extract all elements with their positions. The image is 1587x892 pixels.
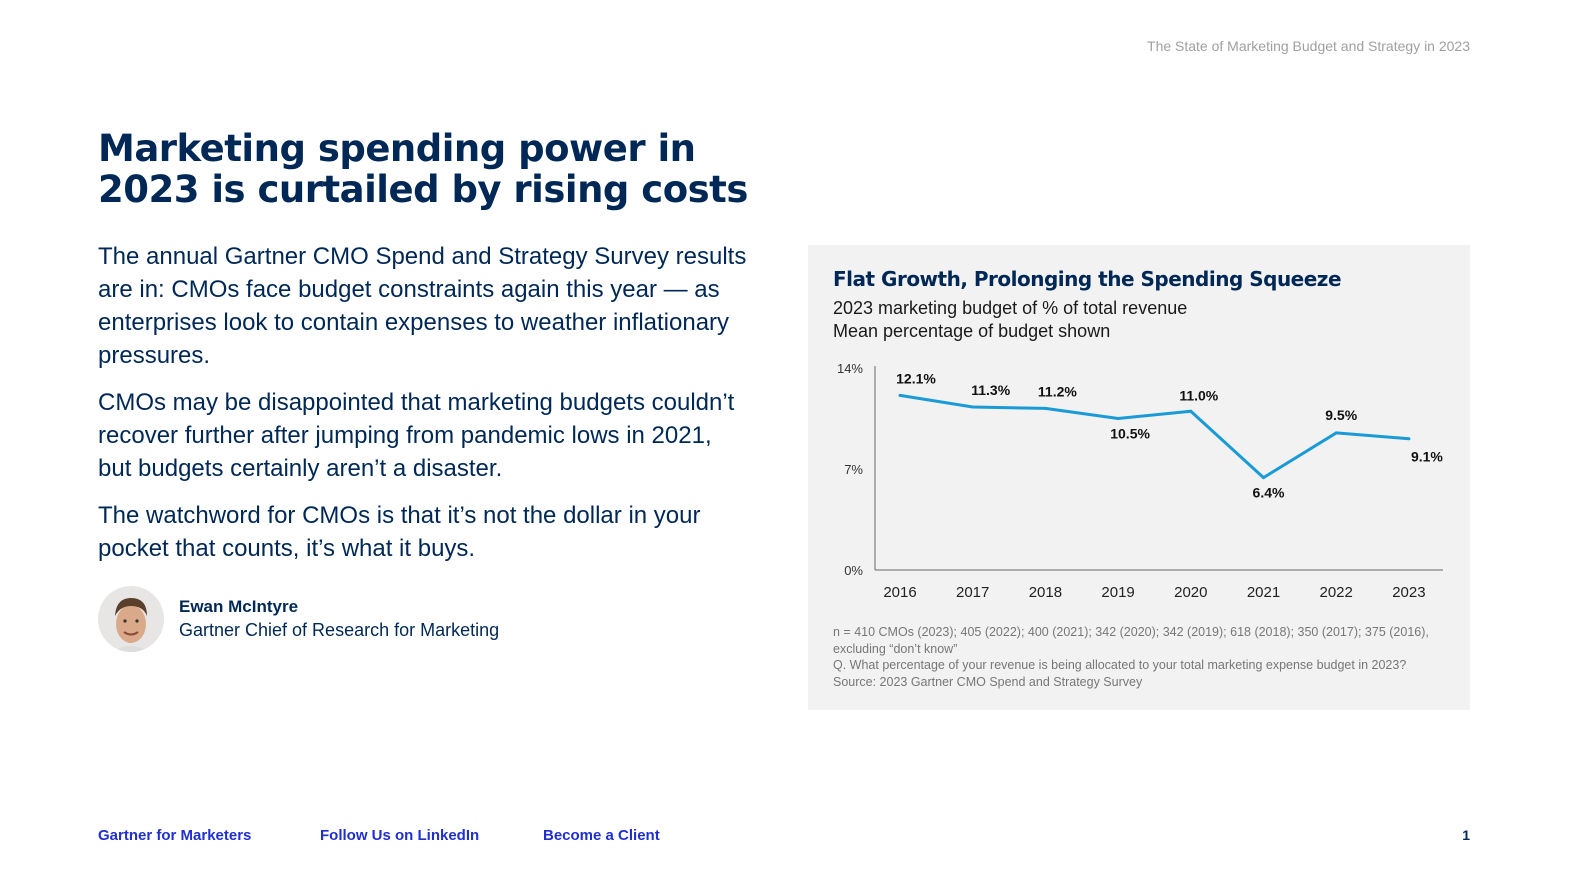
- chart-subtitle-line: 2023 marketing budget of % of total reve…: [833, 298, 1188, 318]
- linkedin-link[interactable]: Follow Us on LinkedIn: [320, 827, 480, 844]
- x-tick-label: 2018: [1029, 584, 1062, 601]
- x-tick-label: 2023: [1392, 584, 1425, 601]
- x-tick-label: 2021: [1247, 584, 1280, 601]
- x-tick-label: 2017: [956, 584, 989, 601]
- paragraph: The annual Gartner CMO Spend and Strateg…: [98, 243, 747, 369]
- data-label: 9.5%: [1325, 407, 1357, 423]
- data-point: [1116, 417, 1120, 420]
- body-text: The annual Gartner CMO Spend and Strateg…: [98, 240, 748, 579]
- question-note: Q. What percentage of your revenue is be…: [833, 658, 1407, 672]
- series-line: [899, 393, 1410, 480]
- x-tick-label: 2016: [883, 584, 916, 601]
- data-point: [1043, 406, 1047, 410]
- page-number: 1: [1462, 827, 1470, 843]
- y-tick-label: 0%: [844, 563, 863, 578]
- data-label: 11.2%: [1038, 383, 1077, 399]
- data-point: [1262, 476, 1265, 480]
- data-point: [1407, 437, 1411, 441]
- data-point: [898, 393, 902, 397]
- data-point: [971, 405, 975, 409]
- y-tick-label: 14%: [837, 361, 863, 376]
- paragraph: The watchword for CMOs is that it’s not …: [98, 502, 701, 562]
- source-note: Source: 2023 Gartner CMO Spend and Strat…: [833, 674, 1143, 689]
- chart-subtitle: 2023 marketing budget of % of total reve…: [833, 297, 1187, 343]
- avatar: [98, 586, 164, 652]
- author-name: Ewan McIntyre: [179, 597, 299, 616]
- data-label: 11.0%: [1179, 387, 1218, 403]
- document-title: The State of Marketing Budget and Strate…: [1147, 38, 1470, 54]
- gartner-for-marketers-link[interactable]: Gartner for Marketers: [98, 827, 252, 844]
- author-block: Ewan McIntyre Gartner Chief of Research …: [98, 586, 499, 652]
- x-tick-label: 2022: [1320, 584, 1353, 601]
- chart-subtitle-line: Mean percentage of budget shown: [833, 321, 1111, 341]
- chart-title: Flat Growth, Prolonging the Spending Squ…: [833, 267, 1342, 291]
- paragraph: CMOs may be disappointed that marketing …: [98, 389, 735, 482]
- data-label: 12.1%: [896, 370, 936, 386]
- x-tick-label: 2020: [1174, 584, 1207, 601]
- chart-footnotes: n = 410 CMOs (2023); 405 (2022); 400 (20…: [833, 624, 1463, 690]
- author-role: Gartner Chief of Research for Marketing: [179, 620, 500, 640]
- data-label: 9.1%: [1411, 449, 1443, 465]
- become-client-link[interactable]: Become a Client: [543, 827, 660, 844]
- chart-panel: Flat Growth, Prolonging the Spending Squ…: [808, 245, 1470, 710]
- line-chart: 0% 7% 14% 2016 2017 2018 2019 2020 2021 2022 2023 1…: [837, 361, 1443, 601]
- data-label: 6.4%: [1253, 485, 1285, 501]
- data-label: 10.5%: [1110, 426, 1150, 442]
- x-tick-label: 2019: [1101, 584, 1134, 601]
- y-tick-label: 7%: [844, 462, 863, 477]
- data-point: [1189, 409, 1193, 413]
- data-point: [1334, 431, 1338, 435]
- page-headline: Marketing spending power in 2023 is curt…: [98, 127, 748, 211]
- sample-note: n = 410 CMOs (2023); 405 (2022); 400 (20…: [833, 625, 1429, 656]
- data-label: 11.3%: [971, 382, 1010, 398]
